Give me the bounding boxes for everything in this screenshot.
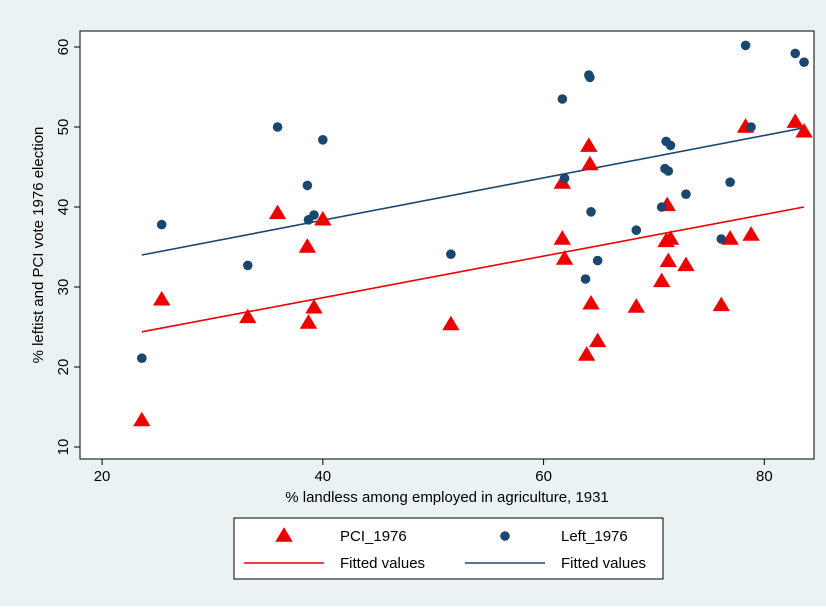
left-1976-point [302, 180, 313, 191]
left-1976-point [716, 234, 727, 244]
left-1976-point [272, 122, 283, 132]
pci-1976-point [582, 294, 600, 310]
left-1976-point [746, 122, 756, 132]
pci-1976-point [786, 113, 804, 128]
y-tick-label: 30 [55, 279, 72, 296]
pci-1976-point [659, 252, 678, 268]
left-1976-point [580, 274, 591, 284]
pci-1976-point [268, 204, 287, 220]
pci-1976-point [442, 315, 460, 331]
pci-1976-point [553, 230, 572, 245]
data-markers [133, 40, 813, 427]
left-1976-point [557, 94, 568, 104]
left-1976-point [586, 207, 596, 217]
x-tick-label: 60 [535, 468, 552, 485]
left-1976-point [156, 219, 167, 230]
left-1976-point [309, 210, 319, 220]
left-1976-point [631, 225, 642, 235]
y-tick-label: 10 [55, 439, 72, 456]
left-1976-point [656, 202, 667, 212]
pci-1976-point [299, 314, 318, 329]
pci-1976-point [588, 332, 607, 348]
legend-label: Fitted values [340, 555, 425, 572]
left-1976-point [559, 173, 570, 183]
x-axis-label: % landless among employed in agriculture… [285, 489, 609, 506]
y-tick-label: 50 [55, 119, 72, 136]
y-tick-label: 60 [55, 39, 72, 56]
left-1976-point [663, 166, 674, 176]
pci-1976-point [581, 155, 599, 171]
fitted-line-2 [141, 206, 805, 333]
y-axis-label: % leftist and PCI vote 1976 election [30, 127, 47, 364]
y-tick-label: 40 [55, 199, 72, 216]
x-tick-label: 20 [94, 468, 111, 485]
left-1976-point [592, 255, 603, 266]
x-tick-label: 40 [314, 468, 331, 485]
pci-1976-point [555, 250, 574, 265]
legend: PCI_1976 Left_1976 Fitted values Fitted val… [233, 517, 664, 580]
legend-label: Fitted values [561, 555, 646, 572]
pci-1976-point [239, 308, 257, 324]
pci-1976-point [652, 272, 671, 288]
pci-1976-point [298, 238, 317, 253]
y-tick-label: 20 [55, 359, 72, 376]
pci-1976-point [152, 290, 171, 306]
legend-label: Left_1976 [561, 528, 628, 545]
pci-1976-point [677, 256, 695, 272]
legend-key-circle [500, 531, 510, 541]
pci-1976-point [661, 230, 680, 245]
plot-area [79, 30, 815, 460]
pci-1976-point [721, 230, 739, 245]
pci-1976-point [627, 298, 645, 313]
fitted-line-3 [141, 127, 805, 256]
left-1976-point [137, 353, 147, 364]
pci-1976-point [580, 137, 598, 152]
pci-1976-point [314, 210, 332, 226]
pci-1976-point [742, 226, 760, 241]
left-1976-point [790, 48, 801, 59]
left-1976-point [242, 260, 253, 271]
legend-label: PCI_1976 [340, 528, 407, 545]
left-1976-point [665, 140, 676, 151]
axes: 20 40 60 80 10 20 30 40 50 60 [55, 39, 773, 485]
legend-box [233, 517, 664, 580]
legend-key-triangle [275, 527, 293, 542]
x-tick-label: 80 [756, 468, 773, 485]
left-1976-point [318, 135, 328, 145]
left-1976-point [799, 57, 809, 67]
pci-1976-point [795, 122, 813, 138]
pci-1976-point [305, 298, 323, 314]
fitted-lines [141, 127, 805, 333]
pci-1976-point [133, 411, 151, 427]
left-1976-point [740, 40, 751, 51]
left-1976-point [725, 177, 735, 187]
left-1976-point [446, 249, 456, 259]
pci-1976-point [712, 296, 730, 312]
left-1976-point [681, 189, 691, 199]
left-1976-point [585, 72, 595, 83]
pci-1976-point [577, 346, 596, 361]
